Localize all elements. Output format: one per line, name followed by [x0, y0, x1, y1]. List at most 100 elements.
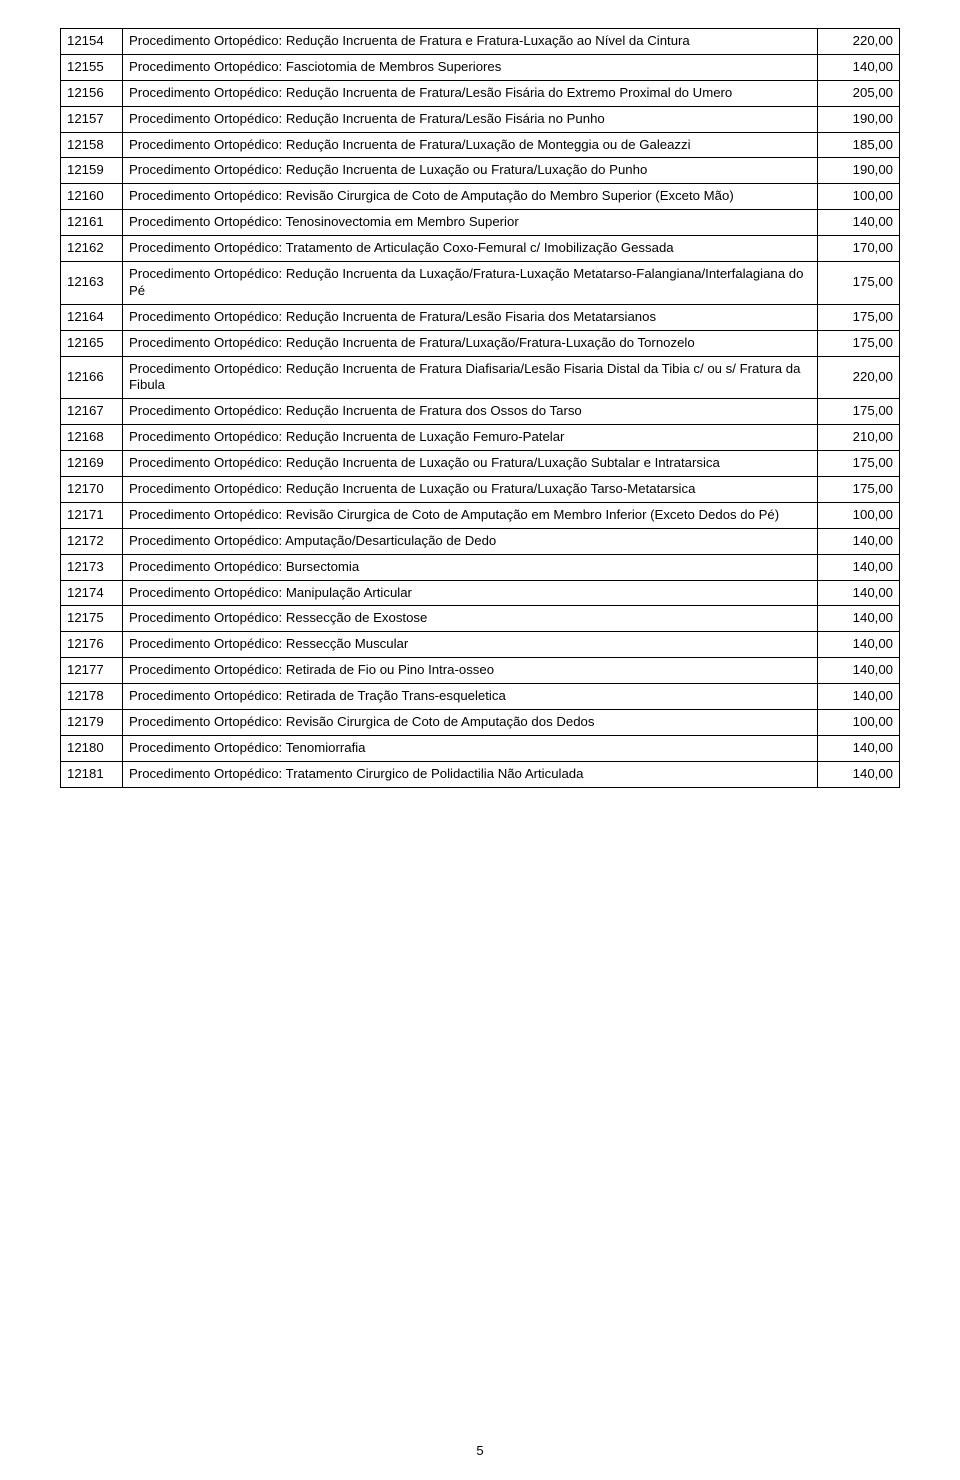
- table-row: 12180Procedimento Ortopédico: Tenomiorra…: [61, 735, 900, 761]
- procedure-description: Procedimento Ortopédico: Tenomiorrafia: [123, 735, 818, 761]
- table-row: 12155Procedimento Ortopédico: Fasciotomi…: [61, 54, 900, 80]
- procedure-description: Procedimento Ortopédico: Redução Incruen…: [123, 262, 818, 305]
- procedure-value: 140,00: [818, 528, 900, 554]
- table-row: 12171Procedimento Ortopédico: Revisão Ci…: [61, 502, 900, 528]
- procedure-description: Procedimento Ortopédico: Redução Incruen…: [123, 304, 818, 330]
- procedure-description: Procedimento Ortopédico: Redução Incruen…: [123, 477, 818, 503]
- table-row: 12176Procedimento Ortopédico: Ressecção …: [61, 632, 900, 658]
- procedure-description: Procedimento Ortopédico: Redução Incruen…: [123, 80, 818, 106]
- procedure-code: 12161: [61, 210, 123, 236]
- table-row: 12173Procedimento Ortopédico: Bursectomi…: [61, 554, 900, 580]
- procedure-description: Procedimento Ortopédico: Amputação/Desar…: [123, 528, 818, 554]
- procedure-code: 12155: [61, 54, 123, 80]
- procedure-description: Procedimento Ortopédico: Redução Incruen…: [123, 451, 818, 477]
- table-row: 12158Procedimento Ortopédico: Redução In…: [61, 132, 900, 158]
- procedure-value: 140,00: [818, 632, 900, 658]
- procedure-code: 12180: [61, 735, 123, 761]
- procedure-code: 12166: [61, 356, 123, 399]
- procedure-code: 12173: [61, 554, 123, 580]
- procedure-description: Procedimento Ortopédico: Redução Incruen…: [123, 158, 818, 184]
- procedure-description: Procedimento Ortopédico: Retirada de Tra…: [123, 684, 818, 710]
- procedure-value: 190,00: [818, 106, 900, 132]
- procedure-description: Procedimento Ortopédico: Redução Incruen…: [123, 106, 818, 132]
- procedure-value: 185,00: [818, 132, 900, 158]
- procedure-code: 12164: [61, 304, 123, 330]
- procedure-description: Procedimento Ortopédico: Redução Incruen…: [123, 425, 818, 451]
- table-row: 12177Procedimento Ortopédico: Retirada d…: [61, 658, 900, 684]
- procedure-value: 190,00: [818, 158, 900, 184]
- procedure-code: 12169: [61, 451, 123, 477]
- procedure-value: 140,00: [818, 54, 900, 80]
- procedure-value: 175,00: [818, 477, 900, 503]
- procedure-value: 140,00: [818, 735, 900, 761]
- procedure-value: 100,00: [818, 710, 900, 736]
- procedure-description: Procedimento Ortopédico: Redução Incruen…: [123, 132, 818, 158]
- procedure-value: 140,00: [818, 606, 900, 632]
- table-row: 12159Procedimento Ortopédico: Redução In…: [61, 158, 900, 184]
- table-row: 12164Procedimento Ortopédico: Redução In…: [61, 304, 900, 330]
- procedure-code: 12168: [61, 425, 123, 451]
- procedure-code: 12158: [61, 132, 123, 158]
- procedure-value: 140,00: [818, 580, 900, 606]
- procedure-code: 12163: [61, 262, 123, 305]
- procedure-value: 140,00: [818, 761, 900, 787]
- procedure-code: 12179: [61, 710, 123, 736]
- procedure-code: 12159: [61, 158, 123, 184]
- procedure-value: 175,00: [818, 304, 900, 330]
- procedure-code: 12165: [61, 330, 123, 356]
- procedure-value: 140,00: [818, 554, 900, 580]
- table-row: 12166Procedimento Ortopédico: Redução In…: [61, 356, 900, 399]
- procedure-code: 12154: [61, 29, 123, 55]
- procedure-description: Procedimento Ortopédico: Revisão Cirurgi…: [123, 184, 818, 210]
- procedure-code: 12160: [61, 184, 123, 210]
- procedure-description: Procedimento Ortopédico: Ressecção Muscu…: [123, 632, 818, 658]
- procedure-value: 100,00: [818, 502, 900, 528]
- table-row: 12161Procedimento Ortopédico: Tenosinove…: [61, 210, 900, 236]
- procedure-code: 12170: [61, 477, 123, 503]
- table-row: 12157Procedimento Ortopédico: Redução In…: [61, 106, 900, 132]
- table-row: 12179Procedimento Ortopédico: Revisão Ci…: [61, 710, 900, 736]
- procedure-description: Procedimento Ortopédico: Manipulação Art…: [123, 580, 818, 606]
- procedure-value: 170,00: [818, 236, 900, 262]
- procedure-description: Procedimento Ortopédico: Redução Incruen…: [123, 356, 818, 399]
- table-row: 12160Procedimento Ortopédico: Revisão Ci…: [61, 184, 900, 210]
- procedure-value: 210,00: [818, 425, 900, 451]
- table-row: 12172Procedimento Ortopédico: Amputação/…: [61, 528, 900, 554]
- table-row: 12168Procedimento Ortopédico: Redução In…: [61, 425, 900, 451]
- table-row: 12174Procedimento Ortopédico: Manipulaçã…: [61, 580, 900, 606]
- procedure-code: 12174: [61, 580, 123, 606]
- document-page: 12154Procedimento Ortopédico: Redução In…: [0, 0, 960, 1480]
- procedure-code: 12167: [61, 399, 123, 425]
- procedure-description: Procedimento Ortopédico: Ressecção de Ex…: [123, 606, 818, 632]
- procedure-code: 12156: [61, 80, 123, 106]
- procedure-value: 140,00: [818, 658, 900, 684]
- table-row: 12170Procedimento Ortopédico: Redução In…: [61, 477, 900, 503]
- procedures-table: 12154Procedimento Ortopédico: Redução In…: [60, 28, 900, 788]
- table-row: 12156Procedimento Ortopédico: Redução In…: [61, 80, 900, 106]
- procedure-value: 175,00: [818, 451, 900, 477]
- procedure-description: Procedimento Ortopédico: Bursectomia: [123, 554, 818, 580]
- table-row: 12162Procedimento Ortopédico: Tratamento…: [61, 236, 900, 262]
- page-number: 5: [0, 1443, 960, 1458]
- procedure-code: 12171: [61, 502, 123, 528]
- procedure-description: Procedimento Ortopédico: Redução Incruen…: [123, 330, 818, 356]
- procedure-description: Procedimento Ortopédico: Tenosinovectomi…: [123, 210, 818, 236]
- procedure-description: Procedimento Ortopédico: Retirada de Fio…: [123, 658, 818, 684]
- table-row: 12163Procedimento Ortopédico: Redução In…: [61, 262, 900, 305]
- procedure-code: 12172: [61, 528, 123, 554]
- procedure-code: 12177: [61, 658, 123, 684]
- table-row: 12175Procedimento Ortopédico: Ressecção …: [61, 606, 900, 632]
- procedure-description: Procedimento Ortopédico: Tratamento de A…: [123, 236, 818, 262]
- procedure-value: 140,00: [818, 684, 900, 710]
- procedure-value: 175,00: [818, 330, 900, 356]
- procedure-code: 12162: [61, 236, 123, 262]
- procedure-code: 12157: [61, 106, 123, 132]
- procedure-description: Procedimento Ortopédico: Tratamento Ciru…: [123, 761, 818, 787]
- table-row: 12178Procedimento Ortopédico: Retirada d…: [61, 684, 900, 710]
- procedure-description: Procedimento Ortopédico: Revisão Cirurgi…: [123, 502, 818, 528]
- table-row: 12165Procedimento Ortopédico: Redução In…: [61, 330, 900, 356]
- table-row: 12181Procedimento Ortopédico: Tratamento…: [61, 761, 900, 787]
- procedure-value: 175,00: [818, 399, 900, 425]
- procedure-value: 140,00: [818, 210, 900, 236]
- procedure-value: 205,00: [818, 80, 900, 106]
